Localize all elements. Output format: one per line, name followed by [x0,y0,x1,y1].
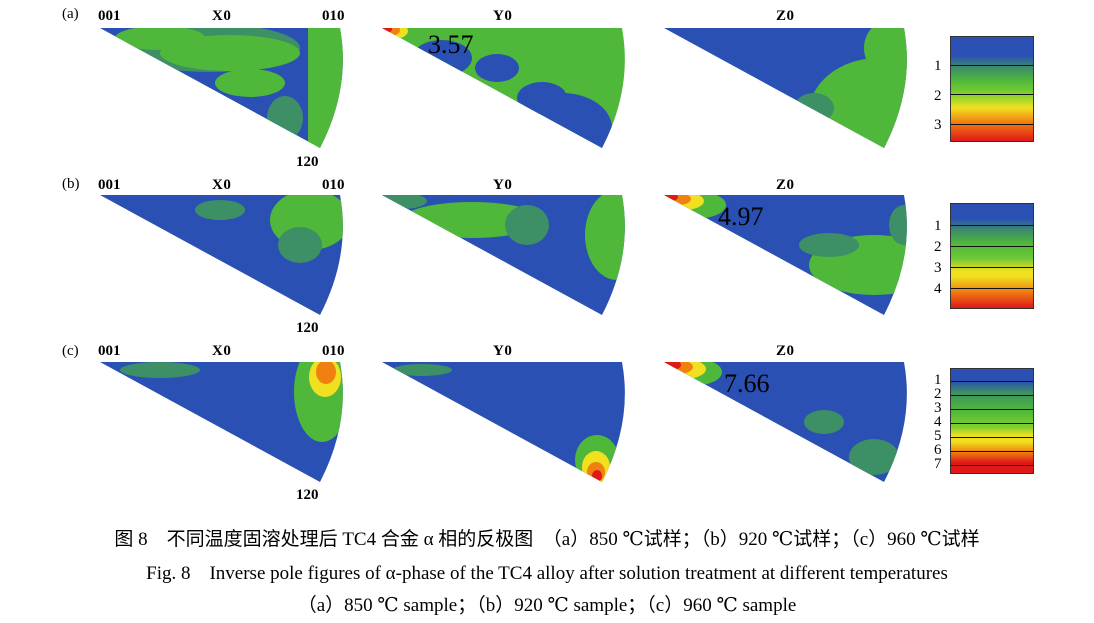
panel-title-c-y0: Y0 [493,343,513,359]
corner-010-c: 010 [322,343,345,359]
ipf-a-x0 [100,28,343,148]
corner-120-b: 120 [296,320,319,336]
row-label-a: (a) [62,6,79,22]
panel-title-c-x0: X0 [212,343,232,359]
legend-c-tick-4: 4 [934,414,942,430]
ipf-c-y0 [382,362,625,482]
panel-title-a-z0: Z0 [776,8,795,24]
ipf-b-z0 [664,195,907,315]
panel-title-b-y0: Y0 [493,177,513,193]
corner-010-a: 010 [322,8,345,24]
corner-120-c: 120 [296,487,319,503]
ipf-b-x0 [100,195,343,315]
ipf-a-y0 [382,28,625,148]
max-value-b: 4.97 [718,202,764,231]
corner-120-a: 120 [296,154,319,170]
panel-title-b-x0: X0 [212,177,232,193]
color-legend-b [950,203,1034,309]
legend-c-tick-3: 3 [934,400,942,416]
row-label-b: (b) [62,176,80,192]
legend-c-tick-5: 5 [934,428,942,444]
legend-b-tick-1: 1 [934,218,942,234]
panel-title-b-z0: Z0 [776,177,795,193]
ipf-a-z0 [664,28,907,148]
caption-chinese: 图 8 不同温度固溶处理后 TC4 合金 α 相的反极图 （a）850 ℃试样；… [114,529,980,550]
row-label-c: (c) [62,343,79,359]
legend-a-tick-1: 1 [934,58,942,74]
color-legend-a [950,36,1034,142]
legend-a-tick-3: 3 [934,117,942,133]
panel-title-c-z0: Z0 [776,343,795,359]
legend-b-tick-2: 2 [934,239,942,255]
legend-b-tick-3: 3 [934,260,942,276]
caption-english-line1: Fig. 8 Inverse pole figures of α-phase o… [146,563,948,584]
ipf-c-x0 [100,362,343,482]
legend-c-tick-6: 6 [934,442,942,458]
ipf-b-y0 [382,195,625,315]
corner-001-c: 001 [98,343,121,359]
panel-title-a-y0: Y0 [493,8,513,24]
legend-c-tick-1: 1 [934,372,942,388]
color-legend-c [950,368,1034,474]
corner-001-b: 001 [98,177,121,193]
ipf-c-z0 [664,362,907,482]
corner-001-a: 001 [98,8,121,24]
panel-title-a-x0: X0 [212,8,232,24]
legend-c-tick-7: 7 [934,456,942,472]
legend-c-tick-2: 2 [934,386,942,402]
max-value-a: 3.57 [428,30,474,59]
caption-english-line2: （a）850 ℃ sample；（b）920 ℃ sample；（c）960 ℃… [297,595,797,616]
corner-010-b: 010 [322,177,345,193]
max-value-c: 7.66 [724,369,770,398]
legend-b-tick-4: 4 [934,281,942,297]
legend-a-tick-2: 2 [934,88,942,104]
